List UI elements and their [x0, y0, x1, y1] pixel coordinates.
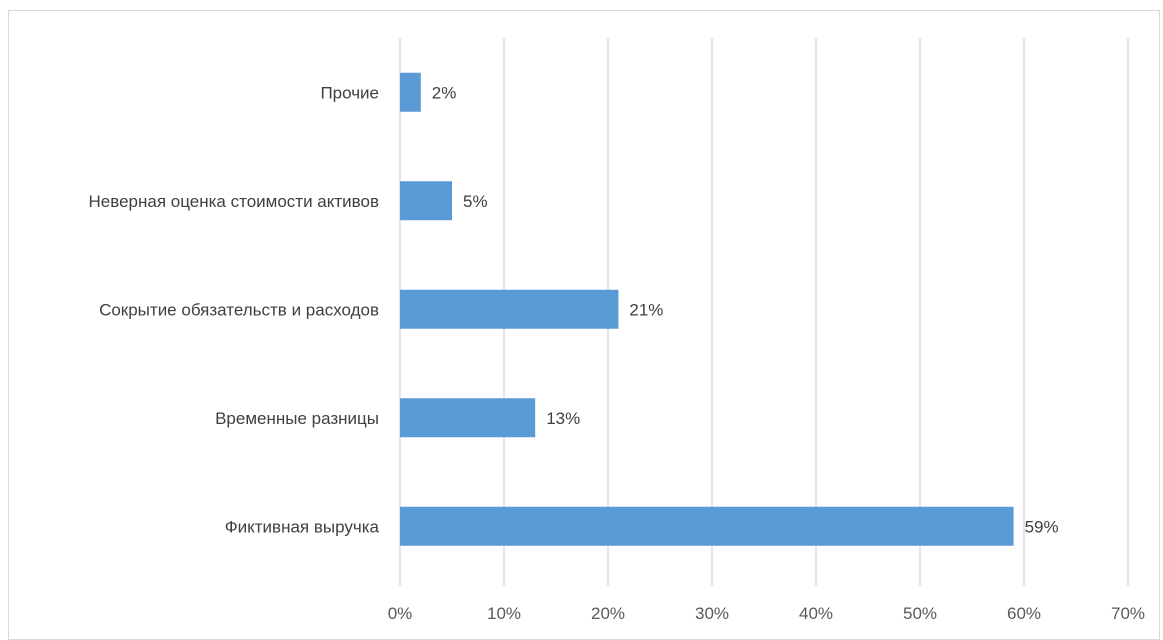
category-label: Неверная оценка стоимости активов	[89, 192, 379, 211]
x-tick-label: 70%	[1111, 604, 1145, 623]
data-label: 5%	[463, 192, 488, 211]
category-label: Временные разницы	[215, 409, 379, 428]
bar	[400, 181, 452, 221]
data-label: 59%	[1025, 517, 1059, 536]
x-tick-label: 60%	[1007, 604, 1041, 623]
data-label: 13%	[546, 409, 580, 428]
x-tick-label: 20%	[591, 604, 625, 623]
x-tick-label: 30%	[695, 604, 729, 623]
category-label: Сокрытие обязательств и расходов	[99, 300, 379, 319]
category-label: Фиктивная выручка	[225, 517, 380, 536]
category-label: Прочие	[320, 83, 379, 102]
x-tick-label: 50%	[903, 604, 937, 623]
x-tick-label: 40%	[799, 604, 833, 623]
x-tick-label: 0%	[388, 604, 413, 623]
bar	[400, 289, 619, 329]
data-label: 2%	[432, 83, 457, 102]
x-tick-label: 10%	[487, 604, 521, 623]
data-label: 21%	[629, 300, 663, 319]
bar	[400, 72, 421, 112]
bar	[400, 398, 536, 438]
bar	[400, 506, 1014, 546]
